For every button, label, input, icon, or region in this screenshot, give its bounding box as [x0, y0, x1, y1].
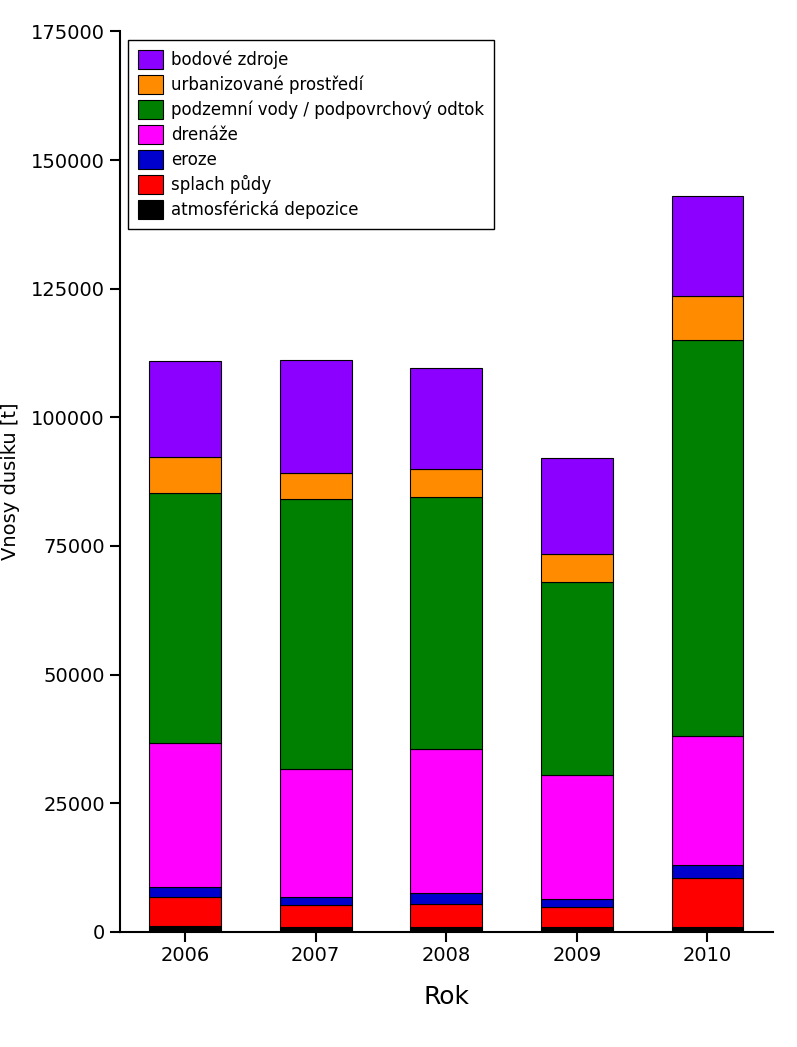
Bar	[541, 554, 613, 582]
Bar	[672, 340, 744, 736]
Bar	[149, 887, 221, 897]
Bar	[149, 743, 221, 887]
Bar	[541, 582, 613, 776]
Bar	[410, 893, 482, 904]
Bar	[280, 768, 351, 897]
X-axis label: Rok: Rok	[423, 985, 469, 1009]
Bar	[541, 899, 613, 907]
Bar	[410, 369, 482, 469]
Legend: bodové zdroje, urbanizované prostředí, podzemní vody / podpovrchový odtok, drená: bodové zdroje, urbanizované prostředí, p…	[128, 40, 494, 229]
Bar	[149, 493, 221, 743]
Bar	[149, 897, 221, 926]
Bar	[149, 361, 221, 458]
Bar	[541, 928, 613, 932]
Bar	[672, 736, 744, 865]
Bar	[410, 904, 482, 927]
Bar	[672, 927, 744, 932]
Bar	[541, 776, 613, 899]
Bar	[672, 196, 744, 296]
Bar	[672, 296, 744, 340]
Bar	[280, 473, 351, 498]
Bar	[541, 459, 613, 554]
Bar	[541, 907, 613, 928]
Bar	[280, 905, 351, 927]
Bar	[410, 750, 482, 893]
Bar	[280, 360, 351, 473]
Bar	[149, 458, 221, 493]
Y-axis label: Vnosy dusiku [t]: Vnosy dusiku [t]	[1, 403, 20, 560]
Bar	[410, 469, 482, 497]
Bar	[280, 498, 351, 768]
Bar	[672, 877, 744, 927]
Bar	[280, 927, 351, 932]
Bar	[410, 927, 482, 932]
Bar	[672, 865, 744, 877]
Bar	[149, 926, 221, 932]
Bar	[280, 897, 351, 905]
Bar	[410, 497, 482, 750]
